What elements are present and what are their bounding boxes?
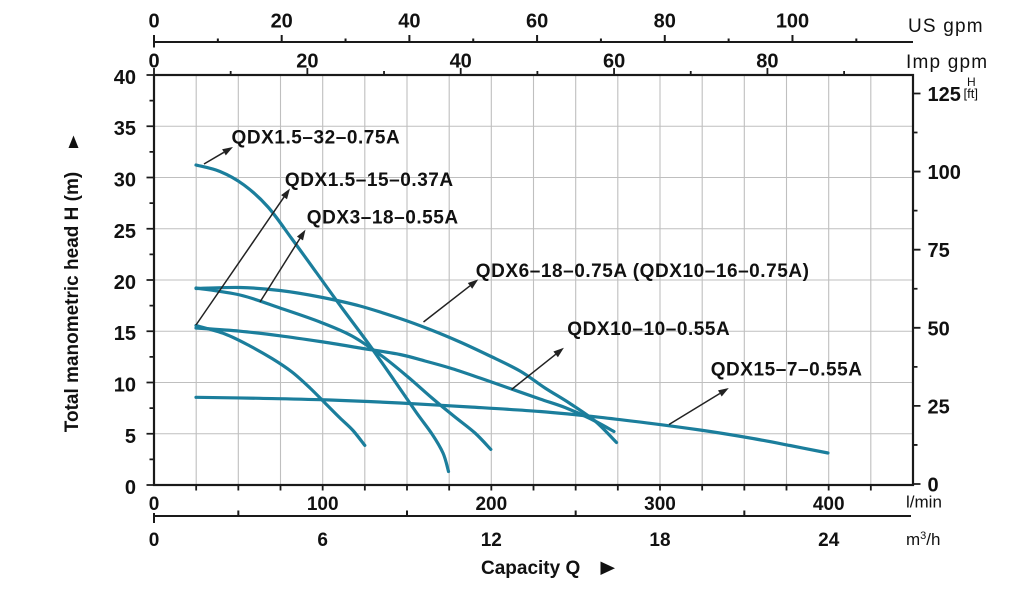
svg-text:80: 80 xyxy=(756,51,778,73)
svg-text:40: 40 xyxy=(114,67,136,89)
svg-text:30: 30 xyxy=(114,170,136,192)
svg-text:m3/h: m3/h xyxy=(906,530,940,549)
svg-text:US gpm: US gpm xyxy=(908,16,984,37)
svg-text:35: 35 xyxy=(114,118,136,140)
svg-text:25: 25 xyxy=(114,221,136,243)
svg-text:125: 125 xyxy=(928,84,961,106)
svg-text:Capacity Q: Capacity Q xyxy=(481,558,580,579)
svg-text:60: 60 xyxy=(603,51,625,73)
svg-text:l/min: l/min xyxy=(906,493,942,512)
svg-text:300: 300 xyxy=(644,494,676,515)
svg-text:20: 20 xyxy=(114,272,136,294)
svg-text:200: 200 xyxy=(475,494,507,515)
svg-text:80: 80 xyxy=(654,11,676,33)
svg-text:100: 100 xyxy=(928,162,961,184)
svg-text:20: 20 xyxy=(271,11,293,33)
svg-text:75: 75 xyxy=(928,240,950,262)
svg-text:18: 18 xyxy=(649,530,670,551)
svg-text:Imp gpm: Imp gpm xyxy=(906,52,988,73)
svg-text:400: 400 xyxy=(813,494,845,515)
svg-text:25: 25 xyxy=(928,396,950,418)
svg-text:0: 0 xyxy=(125,477,136,499)
svg-text:H: H xyxy=(967,75,976,89)
svg-text:40: 40 xyxy=(398,11,420,33)
svg-text:QDX1.5–15–0.37A: QDX1.5–15–0.37A xyxy=(285,170,454,191)
svg-text:5: 5 xyxy=(125,426,136,448)
svg-text:100: 100 xyxy=(307,494,339,515)
svg-text:QDX10–10–0.55A: QDX10–10–0.55A xyxy=(567,319,730,340)
svg-text:10: 10 xyxy=(114,375,136,397)
svg-text:0: 0 xyxy=(148,51,159,73)
svg-text:15: 15 xyxy=(114,323,136,345)
svg-text:QDX3–18–0.55A: QDX3–18–0.55A xyxy=(307,208,459,229)
svg-text:0: 0 xyxy=(149,494,160,515)
svg-text:6: 6 xyxy=(317,530,328,551)
svg-text:0: 0 xyxy=(148,11,159,33)
svg-text:QDX15–7–0.55A: QDX15–7–0.55A xyxy=(711,359,863,380)
svg-text:100: 100 xyxy=(776,11,809,33)
svg-text:50: 50 xyxy=(928,318,950,340)
svg-text:QDX1.5–32–0.75A: QDX1.5–32–0.75A xyxy=(232,127,401,148)
svg-text:[ft]: [ft] xyxy=(964,86,978,101)
svg-text:0: 0 xyxy=(928,475,939,497)
svg-text:12: 12 xyxy=(481,530,502,551)
svg-text:20: 20 xyxy=(296,51,318,73)
svg-text:Total manometric head H (m): Total manometric head H (m) xyxy=(62,172,83,432)
svg-text:24: 24 xyxy=(818,530,840,551)
svg-text:QDX6–18–0.75A (QDX10–16–0.75A): QDX6–18–0.75A (QDX10–16–0.75A) xyxy=(476,261,810,282)
svg-text:60: 60 xyxy=(526,11,548,33)
svg-text:0: 0 xyxy=(149,530,160,551)
svg-text:40: 40 xyxy=(450,51,472,73)
